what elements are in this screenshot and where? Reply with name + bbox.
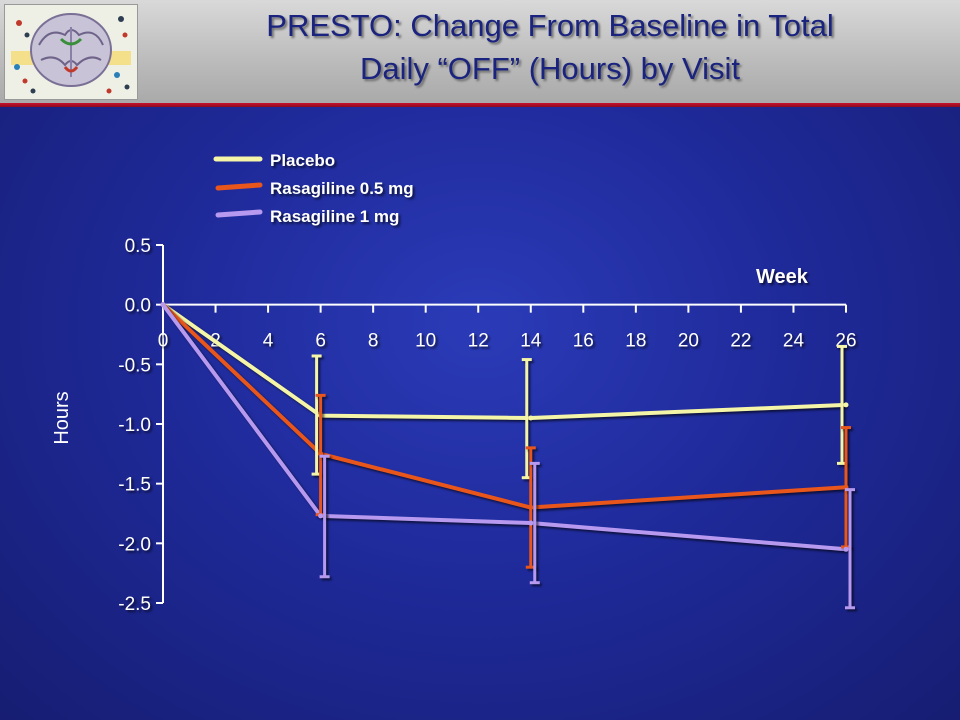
legend: Placebo Rasagiline 0.5 mg Rasagiline 1 m… bbox=[213, 151, 414, 226]
series-line-2 bbox=[161, 303, 847, 552]
y-axis-title: Hours bbox=[51, 391, 73, 444]
x-tick-label: 18 bbox=[625, 331, 646, 352]
x-tick-label: 4 bbox=[263, 331, 274, 352]
series-line-1 bbox=[161, 303, 847, 510]
x-tick-label: 20 bbox=[678, 331, 699, 352]
x-tick-label: 26 bbox=[835, 331, 856, 352]
error-bar bbox=[845, 488, 855, 610]
x-tick-label: 10 bbox=[415, 331, 436, 352]
y-tick-label: -2.0 bbox=[118, 534, 151, 555]
title-line-2: Daily “OFF” (Hours) by Visit bbox=[359, 51, 741, 86]
y-tick-label: -1.0 bbox=[118, 415, 151, 436]
axes: 0.5 0.0 -0.5 -1.0 -1.5 -2.0 -2.5 0 2 4 6 8 10 12 14 16 1… bbox=[118, 236, 856, 615]
data-point bbox=[843, 402, 849, 408]
error-bar bbox=[529, 461, 540, 585]
x-tick-label: 12 bbox=[468, 331, 489, 352]
legend-label-rasagiline-1: Rasagiline 1 mg bbox=[270, 207, 399, 226]
y-tick-label: -2.5 bbox=[118, 594, 151, 615]
y-tick-label: -1.5 bbox=[118, 475, 151, 496]
x-tick-label: 6 bbox=[315, 331, 326, 352]
data-point bbox=[160, 302, 166, 308]
x-tick-label: 0 bbox=[158, 331, 169, 352]
data-point bbox=[528, 505, 534, 511]
x-tick-label: 14 bbox=[520, 331, 542, 352]
data-point bbox=[528, 415, 534, 421]
x-tick-label: 24 bbox=[783, 331, 805, 352]
error-bar bbox=[319, 454, 330, 579]
x-tick-label: 8 bbox=[368, 331, 379, 352]
header-bar bbox=[0, 0, 960, 104]
x-axis-title: Week bbox=[756, 266, 809, 288]
y-tick-label: 0.5 bbox=[125, 236, 151, 257]
x-tick-label: 22 bbox=[730, 331, 751, 352]
legend-label-rasagiline-05: Rasagiline 0.5 mg bbox=[270, 179, 414, 198]
legend-swatch-rasagiline-05 bbox=[215, 182, 263, 191]
legend-label-placebo: Placebo bbox=[270, 151, 335, 170]
y-tick-label: -0.5 bbox=[118, 355, 151, 376]
plot-area bbox=[160, 302, 855, 610]
data-point bbox=[528, 520, 534, 526]
brain-icon bbox=[5, 5, 137, 99]
header-divider bbox=[0, 103, 960, 107]
legend-swatch-rasagiline-1 bbox=[215, 209, 263, 218]
title-line-1: PRESTO: Change From Baseline in Total bbox=[266, 8, 834, 43]
series-line-0 bbox=[161, 303, 847, 421]
x-tick-label: 16 bbox=[573, 331, 594, 352]
y-tick-label: 0.0 bbox=[125, 296, 151, 317]
brain-scan-logo bbox=[4, 4, 138, 100]
page-title: PRESTO: Change From Baseline in Total Da… bbox=[150, 4, 950, 90]
data-point bbox=[318, 513, 324, 519]
data-point bbox=[843, 546, 849, 552]
